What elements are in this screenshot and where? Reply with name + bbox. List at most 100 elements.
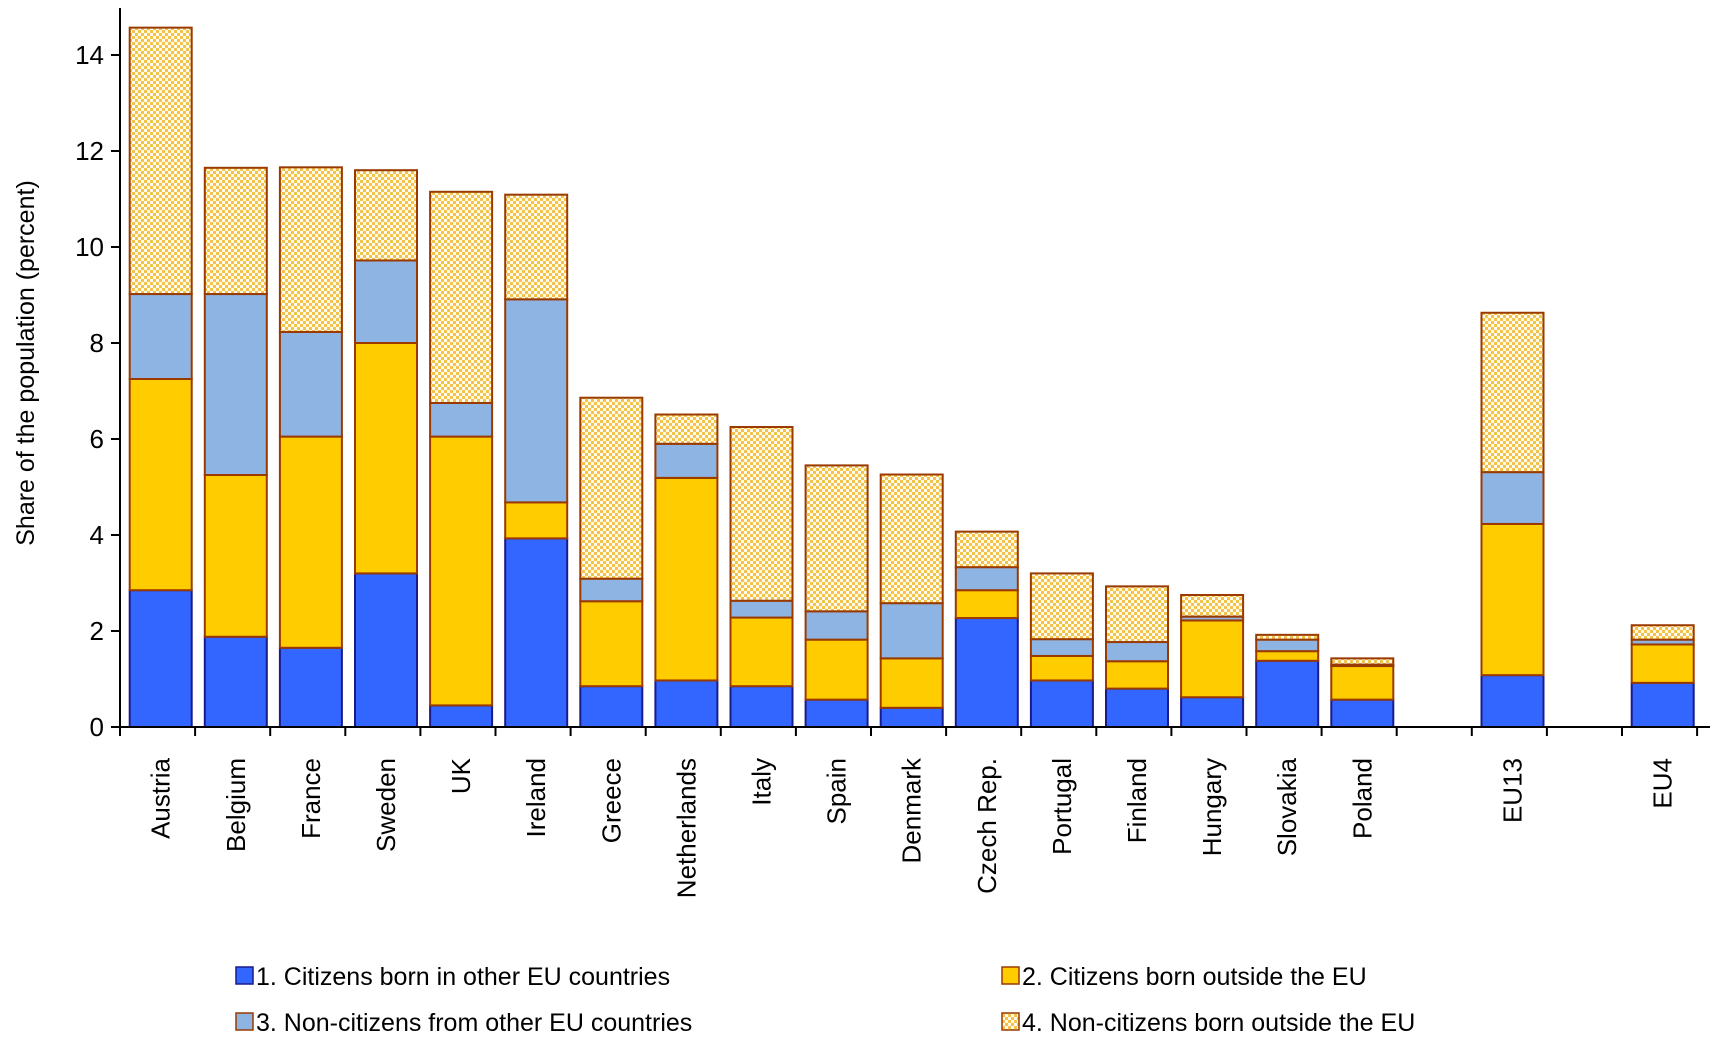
bar-segment (1105, 585, 1169, 644)
bar-segment (954, 566, 1019, 592)
bar-segment (354, 259, 418, 344)
category-label: Belgium (221, 758, 251, 852)
category-label: Poland (1347, 758, 1377, 839)
category-label: Ireland (521, 758, 551, 838)
bar-segment (579, 577, 644, 603)
bar-segment (504, 501, 569, 540)
legend-label: 1. Citizens born in other EU countries (256, 963, 670, 991)
bar-segment (1029, 654, 1094, 682)
bar-segment (203, 166, 268, 296)
bar-segment (579, 685, 644, 729)
bar-segment (1330, 665, 1395, 701)
legend-swatch (235, 966, 254, 985)
category-label: Czech Rep. (972, 758, 1002, 894)
bar-segment (1180, 619, 1245, 699)
bar-segment (1255, 638, 1320, 653)
bar-segment (1105, 641, 1169, 663)
bar-segment (429, 435, 494, 707)
category-label: Portugal (1047, 758, 1077, 855)
bar-segment (128, 589, 193, 729)
bar-segment (128, 26, 193, 296)
bar-segment (203, 474, 268, 638)
bar-segment (1180, 594, 1245, 618)
bar-segment (954, 589, 1019, 620)
bar-segment (954, 530, 1019, 569)
category-label: Greece (596, 758, 626, 843)
bar-segment (1630, 643, 1695, 684)
bar-segment (1105, 687, 1169, 728)
bar-segment (429, 704, 494, 729)
legend-label: 3. Non-citizens from other EU countries (256, 1009, 692, 1037)
y-tick-label: 6 (90, 424, 104, 454)
bar-segment (1105, 660, 1169, 690)
bar-segment (128, 378, 193, 592)
y-tick-label: 12 (75, 136, 104, 166)
bar-segment (1330, 698, 1395, 729)
category-label: Hungary (1197, 758, 1227, 856)
legend-label: 2. Citizens born outside the EU (1022, 963, 1367, 991)
bar-segment (804, 698, 869, 729)
category-label: Netherlands (671, 758, 701, 898)
bar-segment (579, 396, 644, 580)
bar-segment (654, 679, 719, 729)
y-tick-label: 0 (90, 712, 104, 742)
bar-segment (1029, 572, 1094, 641)
bar-segment (354, 169, 418, 262)
bar-segment (1630, 681, 1695, 729)
bar-segment (579, 600, 644, 688)
x-axis: Austria Belgium France Sweden UK Ireland Greec… (119, 726, 1710, 898)
bar-segment (504, 193, 569, 301)
category-label: Austria (146, 757, 176, 838)
bar-segment (429, 402, 494, 438)
y-tick-label: 2 (90, 616, 104, 646)
category-label: Finland (1122, 758, 1152, 843)
legend-swatch (235, 1012, 254, 1031)
bar-segment (1630, 624, 1695, 641)
bar-segment (1180, 696, 1245, 728)
bar-segment (354, 342, 418, 575)
bar-segment (879, 602, 944, 660)
bar-segment (1480, 522, 1545, 677)
bar-segment (429, 190, 494, 404)
category-label: Slovakia (1272, 757, 1302, 856)
y-tick-label: 8 (90, 328, 104, 358)
bar-segment (203, 635, 268, 729)
bars-layer (128, 26, 1695, 729)
bar-segment (729, 685, 794, 729)
bar-segment (1480, 311, 1545, 474)
bar-segment (654, 476, 719, 682)
bar-segment (1029, 638, 1094, 657)
bar-segment (1029, 679, 1094, 729)
bar-segment (203, 293, 268, 477)
bar-segment (354, 572, 418, 729)
bar-segment (729, 426, 794, 602)
bar-segment (1480, 674, 1545, 728)
bar-segment (654, 413, 719, 445)
bar-segment (879, 706, 944, 728)
bar-segment (879, 657, 944, 709)
bar-segment (278, 435, 343, 649)
y-tick-label: 4 (90, 520, 104, 550)
category-label: Sweden (371, 758, 401, 852)
bar-segment (1255, 659, 1320, 729)
legend-swatch (1001, 1012, 1020, 1031)
bar-segment (879, 473, 944, 605)
category-label: Italy (747, 758, 777, 806)
bar-segment (954, 617, 1019, 728)
legend-label: 4. Non-citizens born outside the EU (1022, 1009, 1415, 1037)
bar-segment (654, 442, 719, 479)
bar-segment (278, 166, 343, 333)
category-label: EU13 (1498, 758, 1528, 823)
bar-segment (1255, 650, 1320, 662)
bar-segment (504, 298, 569, 504)
bar-segment (729, 616, 794, 688)
bar-segment (278, 646, 343, 728)
y-tick-label: 10 (75, 232, 104, 262)
category-label: EU4 (1648, 758, 1678, 809)
category-label: UK (446, 757, 476, 794)
y-axis-title: Share of the population (percent) (12, 180, 40, 546)
legend: 1. Citizens born in other EU countries 2.… (235, 963, 1415, 1037)
bar-segment (1480, 471, 1545, 525)
bar-segment (278, 330, 343, 438)
category-label: Denmark (897, 757, 927, 863)
